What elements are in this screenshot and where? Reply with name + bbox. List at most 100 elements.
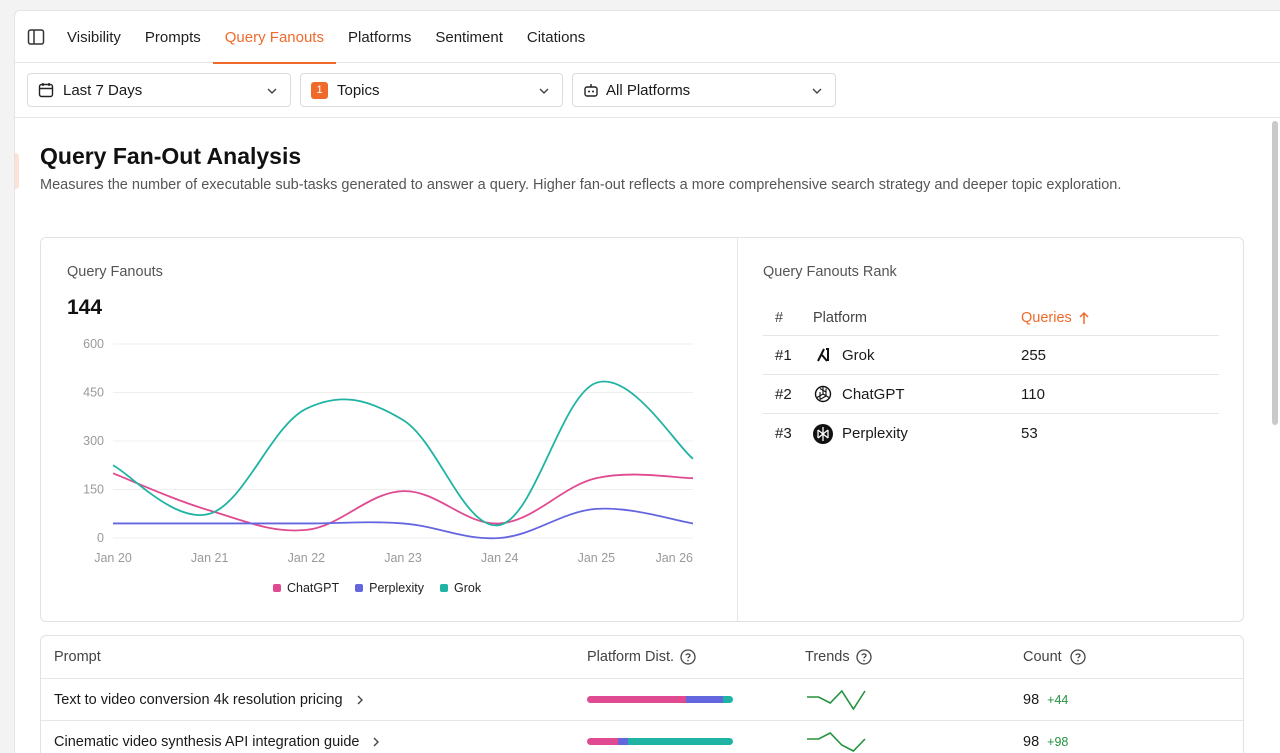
col-rank-header: # [775, 309, 784, 326]
series-line-perplexity [112, 507, 694, 540]
chevron-right-icon[interactable] [355, 694, 365, 706]
col-dist-header: Platform Dist. [587, 649, 805, 665]
chatgpt-logo-icon [814, 385, 832, 403]
trend-sparkline [807, 731, 866, 752]
rank-number: #2 [775, 385, 792, 403]
filter-bar: Last 7 Days 1 Topics All Platforms [27, 73, 836, 107]
prompt-text: Text to video conversion 4k resolution p… [54, 691, 343, 708]
chevron-down-icon [812, 88, 822, 94]
sparkline-path [807, 731, 866, 752]
y-tick-label: 450 [83, 386, 104, 400]
chart-legend: ChatGPT Perplexity Grok [273, 581, 481, 595]
date-range-value: Last 7 Days [63, 81, 143, 99]
y-tick-label: 600 [83, 337, 104, 351]
help-circle-icon[interactable] [1070, 649, 1086, 665]
x-tick-label: Jan 24 [481, 551, 519, 565]
divider [15, 117, 1280, 118]
platform-name: Perplexity [842, 425, 908, 442]
trend-sparkline [807, 689, 866, 710]
tab-sentiment[interactable]: Sentiment [435, 28, 503, 46]
rank-table: # Platform Queries #1 G [763, 300, 1219, 453]
legend-swatch [440, 584, 448, 592]
col-prompt-header: Prompt [54, 649, 101, 665]
dist-segment [627, 738, 733, 745]
platform-name: Grok [842, 346, 875, 364]
help-circle-icon[interactable] [855, 649, 872, 665]
platforms-select[interactable]: All Platforms [572, 73, 836, 107]
dist-segment [587, 696, 687, 703]
series-line-chatgpt [112, 472, 694, 532]
platform-name: ChatGPT [842, 385, 905, 403]
rank-number: #3 [775, 425, 792, 442]
tab-platforms[interactable]: Platforms [347, 28, 412, 46]
rank-row[interactable]: #2 ChatGPT 110 [763, 375, 1219, 414]
prompts-table: Prompt Platform Dist. Trends Count [40, 635, 1244, 753]
prompt-text: Cinematic video synthesis API integratio… [54, 733, 360, 750]
chevron-down-icon [267, 88, 277, 94]
tab-visibility[interactable]: Visibility [67, 28, 121, 46]
tab-prompts[interactable]: Prompts [144, 28, 201, 46]
queries-value: 110 [1021, 385, 1045, 403]
perplexity-logo-icon [813, 423, 833, 444]
legend-label: Perplexity [369, 581, 424, 595]
count-value: 98 [1023, 691, 1040, 708]
col-dist-label: Platform Dist. [587, 649, 675, 665]
table-row[interactable]: Cinematic video synthesis API integratio… [41, 721, 1243, 753]
help-circle-icon[interactable] [680, 649, 696, 665]
divider [737, 238, 738, 621]
legend-swatch [273, 584, 281, 592]
fanouts-line-chart: 0 150 300 450 600 Jan 20 Jan 21 Jan 22 Jan 23 Jan… [83, 337, 694, 565]
x-tick-label: Jan 26 [655, 551, 693, 565]
sort-ascending-icon [1079, 311, 1089, 324]
rank-row[interactable]: #3 Perplexity 53 [763, 414, 1219, 453]
y-tick-label: 0 [97, 531, 104, 545]
platforms-value: All Platforms [606, 81, 691, 99]
legend-item-grok[interactable]: Grok [440, 581, 481, 595]
dist-segment [722, 696, 733, 703]
tab-citations[interactable]: Citations [526, 28, 586, 46]
col-queries-header[interactable]: Queries [1021, 310, 1219, 326]
dist-segment [617, 738, 628, 745]
dist-segment [686, 696, 723, 703]
topics-select[interactable]: 1 Topics [300, 73, 563, 107]
rank-card-label: Query Fanouts Rank [763, 264, 897, 280]
legend-item-chatgpt[interactable]: ChatGPT [273, 581, 339, 595]
prompts-table-header: Prompt Platform Dist. Trends Count [41, 636, 1243, 679]
platform-dist-bar [587, 738, 733, 745]
fanouts-total: 144 [67, 296, 103, 319]
queries-header-label: Queries [1021, 309, 1072, 326]
topics-label: Topics [337, 81, 380, 99]
queries-value: 53 [1021, 425, 1038, 442]
sidebar-toggle-icon[interactable] [27, 28, 45, 46]
rank-row[interactable]: #1 Grok 255 [763, 336, 1219, 375]
x-tick-label: Jan 23 [384, 551, 422, 565]
tab-query-fanouts[interactable]: Query Fanouts [212, 11, 337, 64]
dist-segment [587, 738, 618, 745]
col-count-header: Count [1023, 649, 1243, 665]
vertical-scrollbar[interactable] [1272, 121, 1278, 425]
table-row[interactable]: Text to video conversion 4k resolution p… [41, 679, 1243, 721]
queries-value: 255 [1021, 346, 1047, 364]
tab-bar: Visibility Prompts Query Fanouts Platfor… [55, 11, 597, 64]
page-subtitle: Measures the number of executable sub-ta… [40, 177, 1122, 193]
date-range-select[interactable]: Last 7 Days [27, 73, 291, 107]
col-trends-header: Trends [805, 649, 1023, 665]
x-tick-label: Jan 21 [191, 551, 229, 565]
chevron-right-icon[interactable] [371, 736, 381, 748]
legend-item-perplexity[interactable]: Perplexity [355, 581, 424, 595]
count-delta: +44 [1047, 692, 1069, 707]
chevron-down-icon [539, 88, 549, 94]
series-line-grok [112, 380, 694, 526]
rank-table-header: # Platform Queries [763, 300, 1219, 336]
legend-swatch [355, 584, 364, 592]
col-platform-header: Platform [813, 309, 867, 326]
legend-label: ChatGPT [287, 581, 340, 595]
top-navigation: Visibility Prompts Query Fanouts Platfor… [15, 11, 1280, 64]
topics-count-badge: 1 [311, 81, 328, 99]
grok-logo-icon [817, 348, 829, 362]
x-tick-label: Jan 25 [578, 551, 616, 565]
fanouts-card-label: Query Fanouts [67, 264, 163, 280]
x-tick-label: Jan 22 [288, 551, 326, 565]
sidebar-edge-indicator [15, 153, 19, 189]
sparkline-path [807, 689, 866, 710]
